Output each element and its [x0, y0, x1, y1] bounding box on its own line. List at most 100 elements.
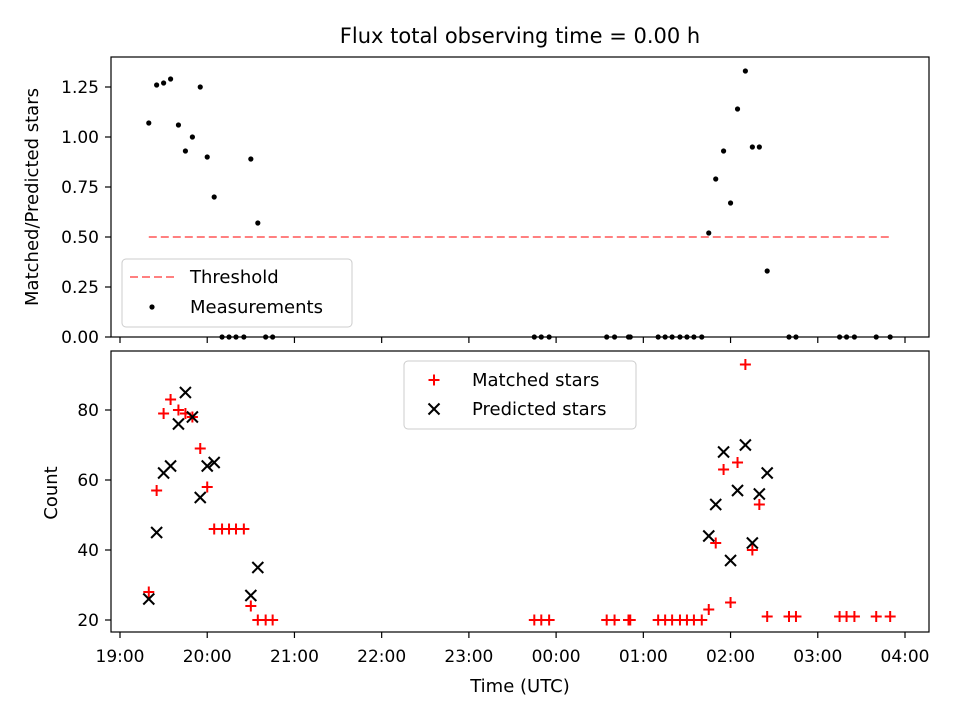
- measurement-point: [182, 148, 189, 154]
- measurement-point: [175, 122, 182, 128]
- matched-star-marker: [790, 611, 802, 622]
- top-y-tick-label: 0.25: [61, 278, 99, 298]
- predicted-star-marker: [760, 466, 774, 480]
- matched-star-marker: [753, 499, 765, 510]
- measurement-point: [756, 144, 762, 150]
- bottom-y-axis-label: Count: [41, 466, 62, 519]
- matched-star-marker: [725, 597, 737, 608]
- predicted-star-marker: [746, 536, 759, 550]
- predicted-star-marker: [172, 417, 185, 431]
- matched-star-marker: [543, 614, 555, 626]
- x-axis-label: Time (UTC): [469, 676, 570, 697]
- matched-star-marker: [746, 544, 758, 556]
- matched-star-marker: [609, 614, 621, 626]
- predicted-star-marker: [702, 529, 715, 543]
- legend-matched-swatch: [428, 374, 440, 386]
- matched-star-marker: [158, 408, 170, 419]
- x-tick-label: 03:00: [793, 647, 842, 667]
- measurement-point: [154, 82, 160, 88]
- x-tick-label: 01:00: [619, 647, 668, 667]
- measurement-point: [764, 268, 770, 274]
- matched-star-marker: [718, 464, 730, 475]
- bottom-legend-box: [403, 360, 637, 430]
- matched-star-marker: [761, 611, 773, 622]
- measurement-point: [749, 144, 755, 150]
- bottom-y-tick-label: 20: [77, 611, 99, 631]
- measurement-point: [706, 230, 712, 236]
- measurement-point: [161, 80, 167, 86]
- measurement-point: [255, 220, 261, 226]
- bottom-y-tick-label: 40: [77, 541, 99, 561]
- matched-star-marker: [848, 611, 860, 622]
- x-tick-label: 04:00: [881, 647, 930, 667]
- x-tick-label: 23:00: [444, 647, 493, 667]
- predicted-star-marker: [201, 459, 214, 473]
- x-tick-label: 21:00: [270, 647, 319, 667]
- x-tick-label: 02:00: [706, 647, 755, 667]
- bottom-y-tick-label: 60: [77, 471, 99, 491]
- measurement-point: [204, 154, 210, 160]
- matched-star-marker: [739, 359, 751, 370]
- predicted-star-marker: [186, 410, 199, 424]
- bottom-plot-frame: [110, 350, 930, 633]
- x-tick-label: 00:00: [532, 647, 581, 667]
- matched-star-marker: [238, 523, 250, 535]
- chart-title: Flux total observing time = 0.00 h: [340, 24, 700, 48]
- top-legend: Threshold Measurements: [121, 258, 353, 328]
- top-plot-frame: [110, 56, 930, 338]
- legend-predicted-swatch: [427, 402, 441, 416]
- predicted-star-marker: [709, 498, 722, 511]
- predicted-star-marker: [753, 487, 766, 501]
- predicted-star-marker: [150, 526, 163, 539]
- measurement-point: [742, 68, 748, 74]
- matched-star-marker: [172, 404, 184, 416]
- measurement-point: [189, 134, 195, 140]
- matched-star-marker: [267, 614, 279, 626]
- matched-star-marker: [245, 600, 257, 612]
- measurement-point: [211, 194, 217, 200]
- predicted-star-marker: [251, 561, 265, 574]
- matched-star-marker: [143, 586, 155, 598]
- matched-star-marker: [870, 611, 882, 622]
- predicted-star-marker: [179, 386, 192, 399]
- top-panel: Flux total observing time = 0.00 h Match…: [22, 24, 930, 348]
- legend-measurements-swatch: [149, 304, 155, 310]
- measurement-point: [248, 156, 254, 162]
- top-y-axis-label: Matched/Predicted stars: [22, 88, 43, 306]
- bottom-y-tick-label: 80: [77, 401, 99, 421]
- measurement-point: [167, 76, 174, 82]
- matched-star-marker: [696, 614, 708, 626]
- top-y-tick-label: 0.50: [61, 228, 99, 248]
- legend-threshold-label: Threshold: [189, 267, 279, 288]
- measurement-point: [197, 84, 203, 90]
- predicted-star-marker: [244, 589, 258, 602]
- predicted-star-marker: [142, 592, 155, 606]
- predicted-star-marker: [717, 445, 730, 459]
- legend-measurements-label: Measurements: [190, 297, 323, 318]
- measurement-point: [734, 106, 741, 112]
- top-y-tick-label: 0.75: [61, 178, 99, 198]
- x-tick-label: 19:00: [96, 647, 145, 667]
- matched-star-marker: [732, 457, 744, 468]
- matched-star-marker: [201, 481, 213, 493]
- predicted-star-marker: [194, 491, 207, 504]
- measurement-point: [146, 120, 152, 126]
- matched-star-marker: [710, 537, 722, 549]
- top-y-tick-label: 1.25: [61, 78, 99, 98]
- bottom-panel: Count Time (UTC) 20 40 60 80 19:00 20:00 21:00…: [41, 350, 930, 697]
- legend-predicted-label: Predicted stars: [472, 399, 606, 420]
- predicted-star-marker: [724, 554, 737, 567]
- matched-star-marker: [165, 394, 177, 405]
- x-tick-label: 20:00: [183, 647, 232, 667]
- predicted-star-marker: [164, 459, 177, 473]
- predicted-star-marker: [731, 484, 744, 497]
- top-y-tick-label: 0.00: [61, 328, 99, 348]
- matched-star-marker: [624, 614, 636, 626]
- measurement-point: [713, 176, 719, 182]
- matched-star-marker: [884, 611, 896, 622]
- top-legend-box: [121, 258, 353, 328]
- legend-matched-label: Matched stars: [472, 370, 599, 391]
- top-y-tick-label: 1.00: [61, 128, 99, 148]
- predicted-star-marker: [207, 456, 221, 469]
